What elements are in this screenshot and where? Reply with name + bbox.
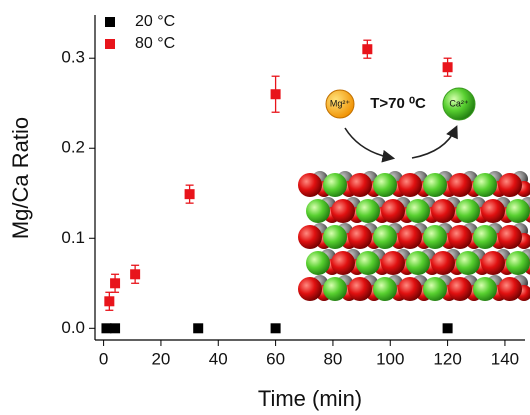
atom	[356, 199, 380, 223]
atom	[373, 225, 397, 249]
atom	[498, 225, 522, 249]
x-tick-label: 140	[491, 349, 519, 368]
atom	[423, 173, 447, 197]
atom	[298, 173, 322, 197]
x-tick-label: 40	[209, 349, 228, 368]
atom	[506, 251, 530, 275]
atom	[406, 199, 430, 223]
atom	[398, 225, 422, 249]
product-label: Ca²⁺	[449, 98, 469, 108]
atom	[423, 277, 447, 301]
marker	[104, 296, 115, 307]
legend-label: 80 °C	[135, 35, 175, 52]
atom	[473, 173, 497, 197]
reactant-label: Mg²⁺	[330, 98, 350, 108]
marker	[270, 323, 281, 334]
atom	[331, 199, 355, 223]
x-axis-label: Time (min)	[258, 386, 362, 411]
atom	[456, 199, 480, 223]
x-tick-label: 120	[433, 349, 461, 368]
atom	[448, 173, 472, 197]
atom	[373, 277, 397, 301]
atom	[406, 251, 430, 275]
arrow	[411, 125, 458, 159]
marker	[442, 62, 453, 73]
atom	[456, 251, 480, 275]
atom	[431, 199, 455, 223]
atom	[381, 199, 405, 223]
atom	[356, 251, 380, 275]
atom	[506, 199, 530, 223]
y-tick-label: 0.3	[61, 48, 85, 67]
y-tick-label: 0.0	[61, 318, 85, 337]
marker	[270, 89, 281, 100]
atom	[348, 173, 372, 197]
atom	[473, 225, 497, 249]
legend-marker	[105, 17, 115, 27]
marker	[184, 189, 195, 200]
atom	[298, 277, 322, 301]
x-tick-label: 0	[99, 349, 108, 368]
atom	[481, 251, 505, 275]
atom	[306, 199, 330, 223]
marker	[362, 44, 373, 55]
marker	[110, 323, 121, 334]
atom	[323, 173, 347, 197]
x-tick-label: 20	[151, 349, 170, 368]
atom	[473, 277, 497, 301]
atom	[381, 251, 405, 275]
x-tick-label: 80	[323, 349, 342, 368]
atom	[373, 173, 397, 197]
atom	[348, 225, 372, 249]
atom	[498, 173, 522, 197]
atom	[448, 225, 472, 249]
atom	[331, 251, 355, 275]
atom	[423, 225, 447, 249]
crystal-lattice	[298, 171, 530, 301]
x-tick-label: 60	[266, 349, 285, 368]
reaction-inset: Mg²⁺ T>70 ⁰C Ca²⁺	[325, 87, 476, 163]
atom	[398, 173, 422, 197]
atom	[323, 225, 347, 249]
condition-label: T>70 ⁰C	[370, 95, 426, 112]
atom	[498, 277, 522, 301]
legend-marker	[105, 39, 115, 49]
atom	[306, 251, 330, 275]
marker	[110, 278, 121, 289]
y-tick-label: 0.1	[61, 228, 85, 247]
atom	[298, 225, 322, 249]
marker	[193, 323, 204, 334]
y-axis-label: Mg/Ca Ratio	[8, 117, 33, 239]
atom	[448, 277, 472, 301]
mg-ion	[325, 89, 355, 119]
atom	[398, 277, 422, 301]
y-tick-label: 0.2	[61, 138, 85, 157]
ca-ion	[442, 87, 476, 121]
marker	[442, 323, 453, 334]
arrow	[344, 127, 396, 163]
atom	[323, 277, 347, 301]
legend-label: 20 °C	[135, 13, 175, 30]
marker	[101, 323, 112, 334]
x-tick-label: 100	[376, 349, 404, 368]
marker	[130, 269, 141, 280]
atom	[481, 199, 505, 223]
atom	[431, 251, 455, 275]
atom	[348, 277, 372, 301]
